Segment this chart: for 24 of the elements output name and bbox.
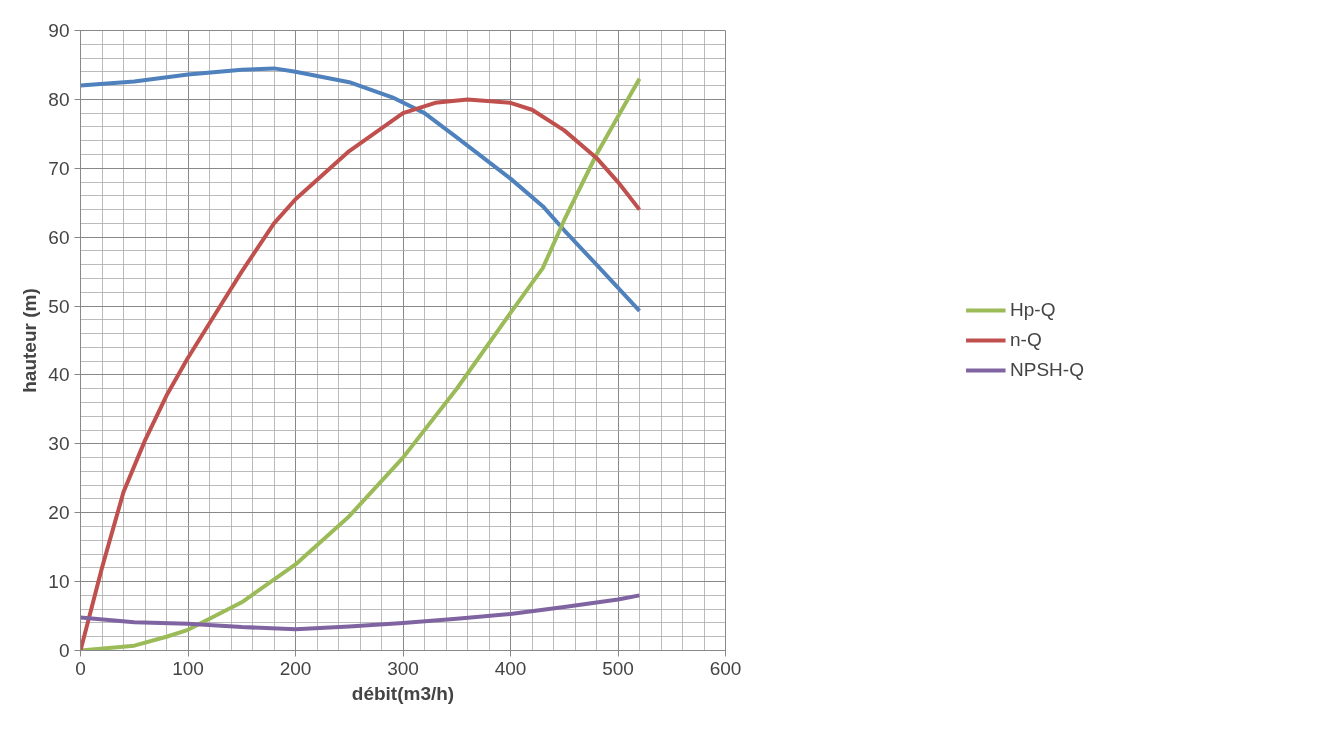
x-tick-label: 200 xyxy=(279,657,312,679)
x-tick-label: 600 xyxy=(709,657,742,679)
legend-label: NPSH-Q xyxy=(1010,359,1084,381)
legend-label: Hp-Q xyxy=(1010,299,1056,321)
y-tick-label: 60 xyxy=(48,226,70,248)
x-tick-label: 500 xyxy=(602,657,634,679)
y-tick-label: 50 xyxy=(48,295,70,317)
y-tick-label: 70 xyxy=(48,157,70,179)
x-tick-label: 100 xyxy=(172,657,204,679)
y-tick-label: 30 xyxy=(48,433,70,455)
x-tick-label: 400 xyxy=(494,657,527,679)
y-tick-label: 90 xyxy=(48,20,70,41)
y-tick-label: 20 xyxy=(48,502,70,524)
x-tick-label: 300 xyxy=(387,657,419,679)
line-series xyxy=(80,66,642,313)
y-tick-label: 80 xyxy=(48,88,70,110)
x-axis-title: débit(m3/h) xyxy=(351,682,455,704)
line-series xyxy=(80,593,642,632)
x-tick-label: 0 xyxy=(75,657,86,679)
y-tick-label: 0 xyxy=(58,640,70,661)
y-tick-label: 40 xyxy=(48,364,70,386)
y-tick-label: 10 xyxy=(48,571,70,593)
legend-label: n-Q xyxy=(1010,329,1042,351)
y-axis-title: hauteur (m) xyxy=(19,288,41,393)
